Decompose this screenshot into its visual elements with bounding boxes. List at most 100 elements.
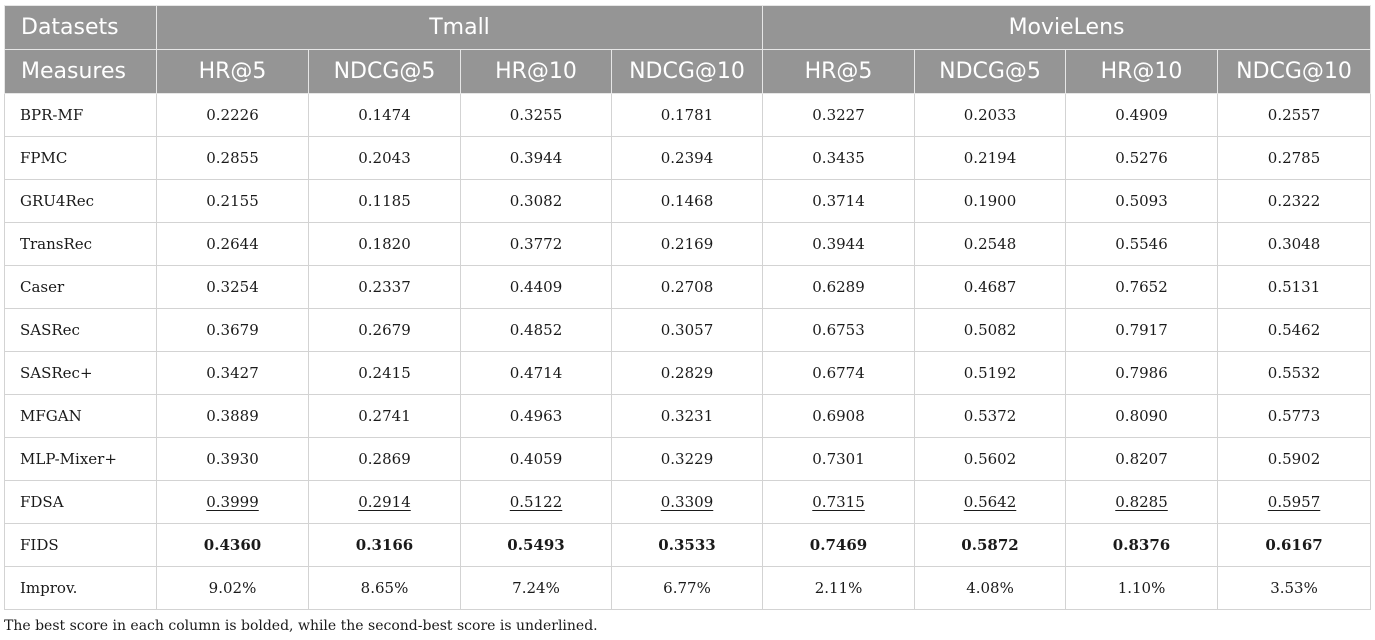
score-cell: 0.8207 bbox=[1065, 437, 1219, 481]
score-cell: 6.77% bbox=[610, 566, 764, 610]
score-cell: 0.3930 bbox=[156, 437, 309, 481]
score-cell: 0.7917 bbox=[1065, 308, 1219, 352]
score-value: 0.2644 bbox=[206, 235, 259, 253]
score-cell: 0.3309 bbox=[610, 480, 764, 524]
score-cell: 0.3227 bbox=[762, 93, 916, 137]
score-value: 0.6908 bbox=[812, 407, 865, 425]
score-value: 0.2226 bbox=[206, 106, 259, 124]
score-value: 0.2394 bbox=[660, 149, 714, 167]
score-cell: 0.2033 bbox=[914, 93, 1067, 137]
score-cell: 0.4687 bbox=[914, 265, 1067, 309]
score-cell: 0.7315 bbox=[762, 480, 916, 524]
score-value: 0.3166 bbox=[355, 536, 414, 554]
score-cell: 0.5957 bbox=[1217, 480, 1372, 524]
measure-header: HR@10 bbox=[460, 49, 612, 94]
score-value: 0.3533 bbox=[658, 536, 716, 554]
score-value: 0.2415 bbox=[358, 364, 411, 382]
score-cell: 4.08% bbox=[914, 566, 1067, 610]
score-value: 9.02% bbox=[208, 579, 257, 597]
table-row: SASRec 0.3679 0.2679 0.4852 0.3057 0.6753 0.50… bbox=[4, 308, 1372, 352]
score-value: 2.11% bbox=[814, 579, 863, 597]
score-value: 8.65% bbox=[360, 579, 409, 597]
score-cell: 0.2829 bbox=[610, 351, 764, 395]
score-cell: 0.2415 bbox=[308, 351, 461, 395]
score-value: 0.3427 bbox=[206, 364, 259, 382]
score-value: 0.5602 bbox=[963, 450, 1017, 468]
score-value: 0.7301 bbox=[812, 450, 865, 468]
score-value: 3.53% bbox=[1270, 579, 1318, 597]
score-value: 0.2829 bbox=[660, 364, 714, 382]
score-cell: 0.6908 bbox=[762, 394, 916, 438]
table-row: Caser 0.3254 0.2337 0.4409 0.2708 0.6289 0.468… bbox=[4, 265, 1372, 309]
score-cell: 0.5122 bbox=[460, 480, 612, 524]
score-value: 0.2033 bbox=[963, 106, 1017, 124]
score-value: 0.3229 bbox=[660, 450, 714, 468]
score-cell: 0.2869 bbox=[308, 437, 461, 481]
score-value: 0.5773 bbox=[1267, 407, 1321, 425]
score-value: 0.1900 bbox=[963, 192, 1017, 210]
score-cell: 0.5192 bbox=[914, 351, 1067, 395]
score-value: 0.3679 bbox=[206, 321, 259, 339]
table-row: BPR-MF 0.2226 0.1474 0.3255 0.1781 0.3227 0.20… bbox=[4, 93, 1372, 137]
score-value: 0.2914 bbox=[358, 493, 411, 511]
score-value: 0.3048 bbox=[1267, 235, 1321, 253]
model-name-cell: SASRec+ bbox=[4, 351, 157, 395]
score-value: 0.1468 bbox=[660, 192, 714, 210]
measure-header: HR@5 bbox=[762, 49, 916, 94]
score-value: 0.8090 bbox=[1115, 407, 1168, 425]
score-cell: 0.5372 bbox=[914, 394, 1067, 438]
score-value: 0.7917 bbox=[1115, 321, 1168, 339]
model-name-cell: GRU4Rec bbox=[4, 179, 157, 223]
score-cell: 0.2394 bbox=[610, 136, 764, 180]
score-cell: 0.8285 bbox=[1065, 480, 1219, 524]
score-cell: 0.4360 bbox=[156, 523, 309, 567]
dataset-group-tmall: Tmall bbox=[155, 5, 764, 50]
table-row: FIDS 0.4360 0.3166 0.5493 0.3533 0.7469 0.5872… bbox=[4, 523, 1372, 567]
score-cell: 0.4963 bbox=[460, 394, 612, 438]
score-cell: 0.3679 bbox=[156, 308, 309, 352]
score-value: 0.6753 bbox=[812, 321, 865, 339]
score-value: 0.3930 bbox=[206, 450, 259, 468]
score-value: 0.7652 bbox=[1115, 278, 1168, 296]
score-value: 0.2548 bbox=[963, 235, 1017, 253]
score-cell: 0.3999 bbox=[156, 480, 309, 524]
score-value: 0.2043 bbox=[358, 149, 411, 167]
score-value: 0.5372 bbox=[963, 407, 1017, 425]
score-value: 0.3772 bbox=[509, 235, 563, 253]
score-cell: 0.1474 bbox=[308, 93, 461, 137]
score-cell: 0.7986 bbox=[1065, 351, 1219, 395]
score-value: 6.77% bbox=[663, 579, 711, 597]
score-cell: 0.3435 bbox=[762, 136, 916, 180]
score-cell: 0.4059 bbox=[460, 437, 612, 481]
score-value: 0.2679 bbox=[358, 321, 411, 339]
score-cell: 0.5546 bbox=[1065, 222, 1219, 266]
score-cell: 0.5493 bbox=[460, 523, 612, 567]
score-cell: 0.3944 bbox=[762, 222, 916, 266]
score-cell: 0.4714 bbox=[460, 351, 612, 395]
score-cell: 0.3254 bbox=[156, 265, 309, 309]
score-cell: 0.3255 bbox=[460, 93, 612, 137]
score-value: 0.6289 bbox=[812, 278, 865, 296]
score-cell: 0.2557 bbox=[1217, 93, 1372, 137]
score-value: 0.5642 bbox=[963, 493, 1017, 511]
model-name-cell: BPR-MF bbox=[4, 93, 157, 137]
score-cell: 0.2914 bbox=[308, 480, 461, 524]
score-value: 0.3254 bbox=[206, 278, 259, 296]
score-cell: 0.6289 bbox=[762, 265, 916, 309]
model-name-cell: MLP-Mixer+ bbox=[4, 437, 157, 481]
score-cell: 0.3231 bbox=[610, 394, 764, 438]
score-value: 0.4852 bbox=[509, 321, 563, 339]
score-cell: 0.1820 bbox=[308, 222, 461, 266]
score-value: 0.7469 bbox=[809, 536, 868, 554]
score-value: 7.24% bbox=[512, 579, 560, 597]
score-value: 0.8285 bbox=[1115, 493, 1168, 511]
score-cell: 0.4852 bbox=[460, 308, 612, 352]
score-value: 0.5276 bbox=[1115, 149, 1168, 167]
score-value: 0.1781 bbox=[660, 106, 714, 124]
score-cell: 0.6774 bbox=[762, 351, 916, 395]
score-value: 0.4409 bbox=[509, 278, 563, 296]
model-name-cell: Improv. bbox=[4, 566, 157, 610]
model-name-cell: FIDS bbox=[4, 523, 157, 567]
score-cell: 0.6167 bbox=[1217, 523, 1372, 567]
score-cell: 0.4409 bbox=[460, 265, 612, 309]
